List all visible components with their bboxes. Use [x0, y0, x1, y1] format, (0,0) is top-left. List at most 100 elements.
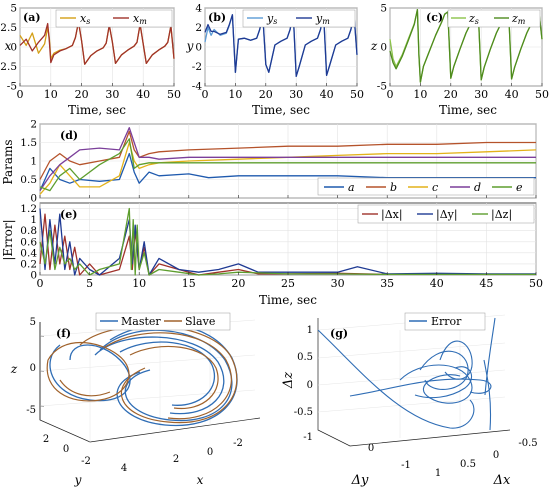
tick-label-y: 0.2: [20, 258, 37, 270]
f-ytick-2: 2: [43, 434, 49, 445]
legend-b: b: [390, 181, 397, 194]
tick-label-y: -4: [192, 81, 203, 93]
tick-label-x: 50: [167, 88, 181, 101]
panel-g-legend: Error: [404, 312, 486, 331]
panel-a-xlabel: Time, sec: [68, 103, 126, 117]
panel-d-legend: a b c d e: [317, 177, 535, 196]
slave-trajectory: [46, 325, 238, 424]
tick-label-y: 0.6: [20, 236, 37, 248]
panel-b-ylabel: y: [186, 39, 194, 53]
panel-g-axes: [317, 318, 511, 447]
tick-label-x: 40: [505, 88, 519, 101]
tick-label-y: -5: [377, 81, 387, 93]
panel-g-zticks: 1 0.5 0 -0.5 -1: [294, 325, 313, 443]
tick-label-y: 0: [10, 42, 17, 54]
panel-g-tag: (g): [330, 327, 348, 340]
panel-g-ylabel: Δy: [351, 473, 369, 488]
panel-a-ticks: 0 10 20 30 40 50 -5 -2.5 0 2.5 5: [0, 3, 181, 102]
tick-label-y: 0.5: [20, 174, 37, 186]
panel-d-tag: (d): [60, 129, 78, 142]
legend-dx: |Δx|: [381, 208, 403, 222]
tick-label-x: 45: [479, 277, 493, 290]
f-xtick-0: 0: [207, 447, 213, 458]
panel-b-series: [204, 12, 358, 77]
g-xtick-0.5: 0.5: [460, 459, 476, 470]
tick-label-y: 1.5: [20, 137, 37, 149]
panel-f-zticks: 5 0 -5: [26, 317, 36, 416]
tick-label-y: 0.8: [20, 225, 37, 237]
panel-f-axes: [39, 322, 261, 443]
f-ztick--5: -5: [26, 405, 36, 416]
tick-label-y: 2: [195, 22, 202, 34]
g-xtick--0.5: -0.5: [518, 438, 537, 449]
panel-a-ylabel: x: [5, 39, 12, 53]
panel-c-ticks: 0 10 20 30 40 50-505: [377, 3, 549, 102]
panel-f-grid: [39, 319, 256, 442]
series-line-y_m: [204, 12, 358, 77]
f-xtick--2: -2: [233, 438, 243, 449]
g-ytick--1: -1: [401, 460, 411, 471]
panel-e: 0 5 10 15 20 25 30 35 40 45 50 00.20.40.60.811.2 (e…: [1, 202, 543, 307]
legend-a: a: [348, 181, 355, 194]
panel-a-tag: (a): [23, 11, 41, 24]
tick-label-y: 2.5: [0, 22, 17, 34]
tick-label-y: -2: [192, 61, 202, 73]
g-ytick-0: 0: [368, 443, 374, 454]
f-ztick-0: 0: [30, 363, 36, 374]
panel-c-tag: (c): [426, 11, 443, 24]
tick-label-x: 30: [105, 88, 119, 101]
panel-d: 0 0.5 1 1.5 2 (d) Params a b c d e: [1, 119, 537, 205]
tick-label-x: 20: [259, 88, 273, 101]
panel-f-legend: Master Slave: [95, 312, 231, 331]
legend-y-s: ys: [266, 12, 277, 26]
tick-label-y: 0: [30, 270, 37, 282]
panel-b-tag: (b): [208, 11, 226, 24]
panel-b-ticks: 0 10 20 30 40 50 -4 -2 0 2 4: [192, 3, 364, 102]
panel-c-series: [389, 8, 543, 83]
legend-c: c: [432, 181, 438, 194]
panel-b-legend: ys ym: [242, 9, 356, 28]
g-ztick-0: 0: [307, 380, 313, 391]
tick-label-x: 40: [136, 88, 150, 101]
legend-e: e: [516, 181, 523, 194]
tick-label-x: 50: [535, 88, 549, 101]
tick-label-x: 30: [331, 277, 345, 290]
tick-label-y: 5: [10, 3, 17, 15]
tick-label-x: 20: [75, 88, 89, 101]
series-line-c: [39, 141, 537, 195]
legend-dz: |Δz|: [491, 208, 512, 222]
legend-d: d: [474, 181, 481, 194]
panel-g-xticks: 1 0.5 0 -0.5: [435, 438, 538, 479]
tick-label-y: 4: [195, 3, 202, 15]
tick-label-y: 0: [380, 42, 387, 54]
g-xtick-1: 1: [435, 468, 441, 479]
f-ytick--2: -2: [81, 456, 91, 467]
g-ztick-0.5: 0.5: [297, 352, 313, 363]
panel-b: 0 10 20 30 40 50 -4 -2 0 2 4 (b) ys ym y Time, sec: [186, 3, 364, 118]
legend-error: Error: [431, 315, 462, 328]
panel-b-xlabel: Time, sec: [252, 103, 310, 117]
tick-label-x: 10: [44, 88, 58, 101]
tick-label-y: 1.2: [20, 203, 37, 215]
g-ztick--0.5: -0.5: [294, 407, 313, 418]
legend-z-s: zs: [468, 12, 479, 26]
tick-label-x: 40: [430, 277, 444, 290]
tick-label-y: 0: [195, 42, 202, 54]
legend-x-s: xs: [80, 12, 90, 26]
panel-d-ticks: 0 0.5 1 1.5 2: [20, 119, 537, 205]
master-trajectory: [49, 323, 238, 427]
panel-c-ylabel: z: [370, 39, 378, 53]
f-xtick-2: 2: [173, 454, 179, 465]
g-ztick--1: -1: [303, 432, 313, 443]
tick-label-x: 10: [132, 277, 146, 290]
g-ztick-1: 1: [307, 325, 313, 336]
series-line-z_m: [389, 8, 543, 83]
tick-label-x: 0: [17, 88, 24, 101]
tick-label-x: 50: [350, 88, 364, 101]
tick-label-x: 0: [37, 277, 44, 290]
tick-label-y: -2.5: [0, 61, 17, 73]
error-trajectory: [317, 317, 496, 431]
series-line-d: [39, 127, 536, 191]
panel-f-xticks: 4 2 0 -2: [121, 438, 243, 474]
